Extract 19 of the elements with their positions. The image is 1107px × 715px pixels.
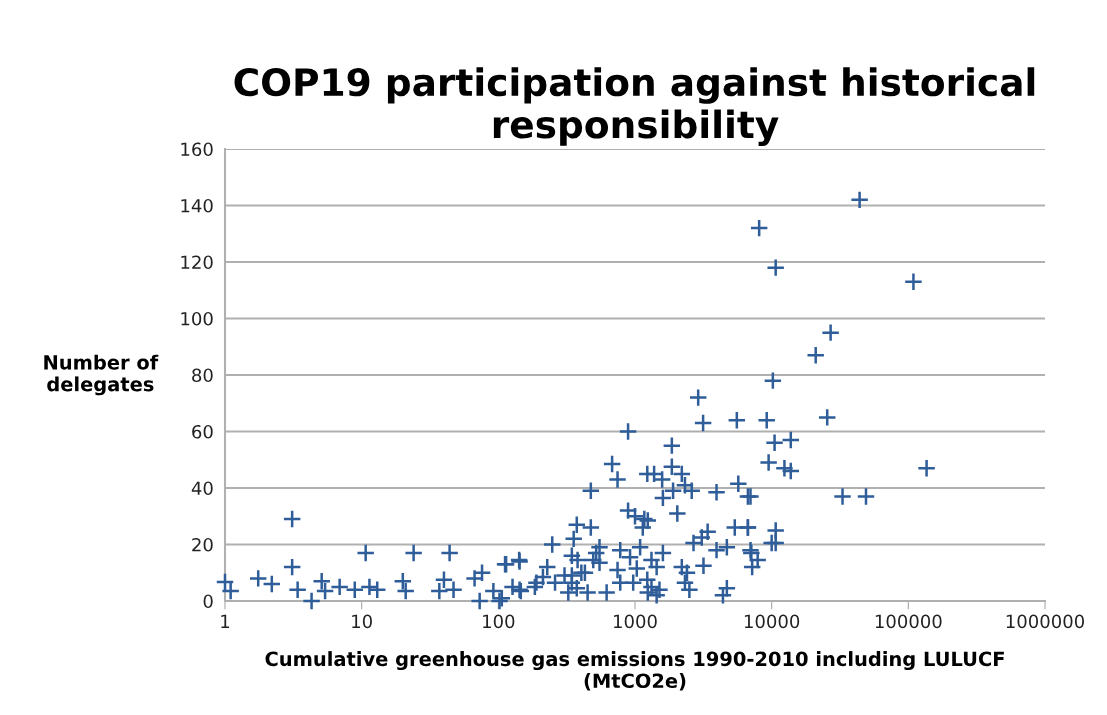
- y-tick-label: 100: [181, 311, 213, 326]
- x-axis-title: Cumulative greenhouse gas emissions 1990-2010 including LULUCF (MtCO2e): [265, 651, 1004, 691]
- x-tick-label: 10000: [744, 614, 800, 629]
- y-tick-label: 60: [192, 424, 213, 439]
- y-tick-label: 120: [181, 255, 213, 270]
- x-tick-label: 1: [221, 614, 230, 628]
- y-tick-label: 160: [181, 142, 213, 157]
- x-tick-label: 10: [352, 614, 372, 629]
- y-tick-label: 0: [203, 594, 213, 609]
- y-tick-label: 20: [192, 537, 213, 552]
- x-tick-label: 100: [483, 614, 515, 629]
- x-tick-label: 1000000: [1006, 614, 1085, 629]
- y-axis-title: Number of delegates: [44, 354, 159, 396]
- y-tick-label: 80: [192, 368, 213, 383]
- x-tick-label: 100000: [875, 614, 942, 629]
- x-tick-label: 1000: [614, 614, 657, 629]
- y-tick-label: 140: [181, 198, 213, 213]
- chart-title: COP19 participation against historical responsibility: [234, 67, 1035, 147]
- y-tick-label: 40: [191, 481, 213, 496]
